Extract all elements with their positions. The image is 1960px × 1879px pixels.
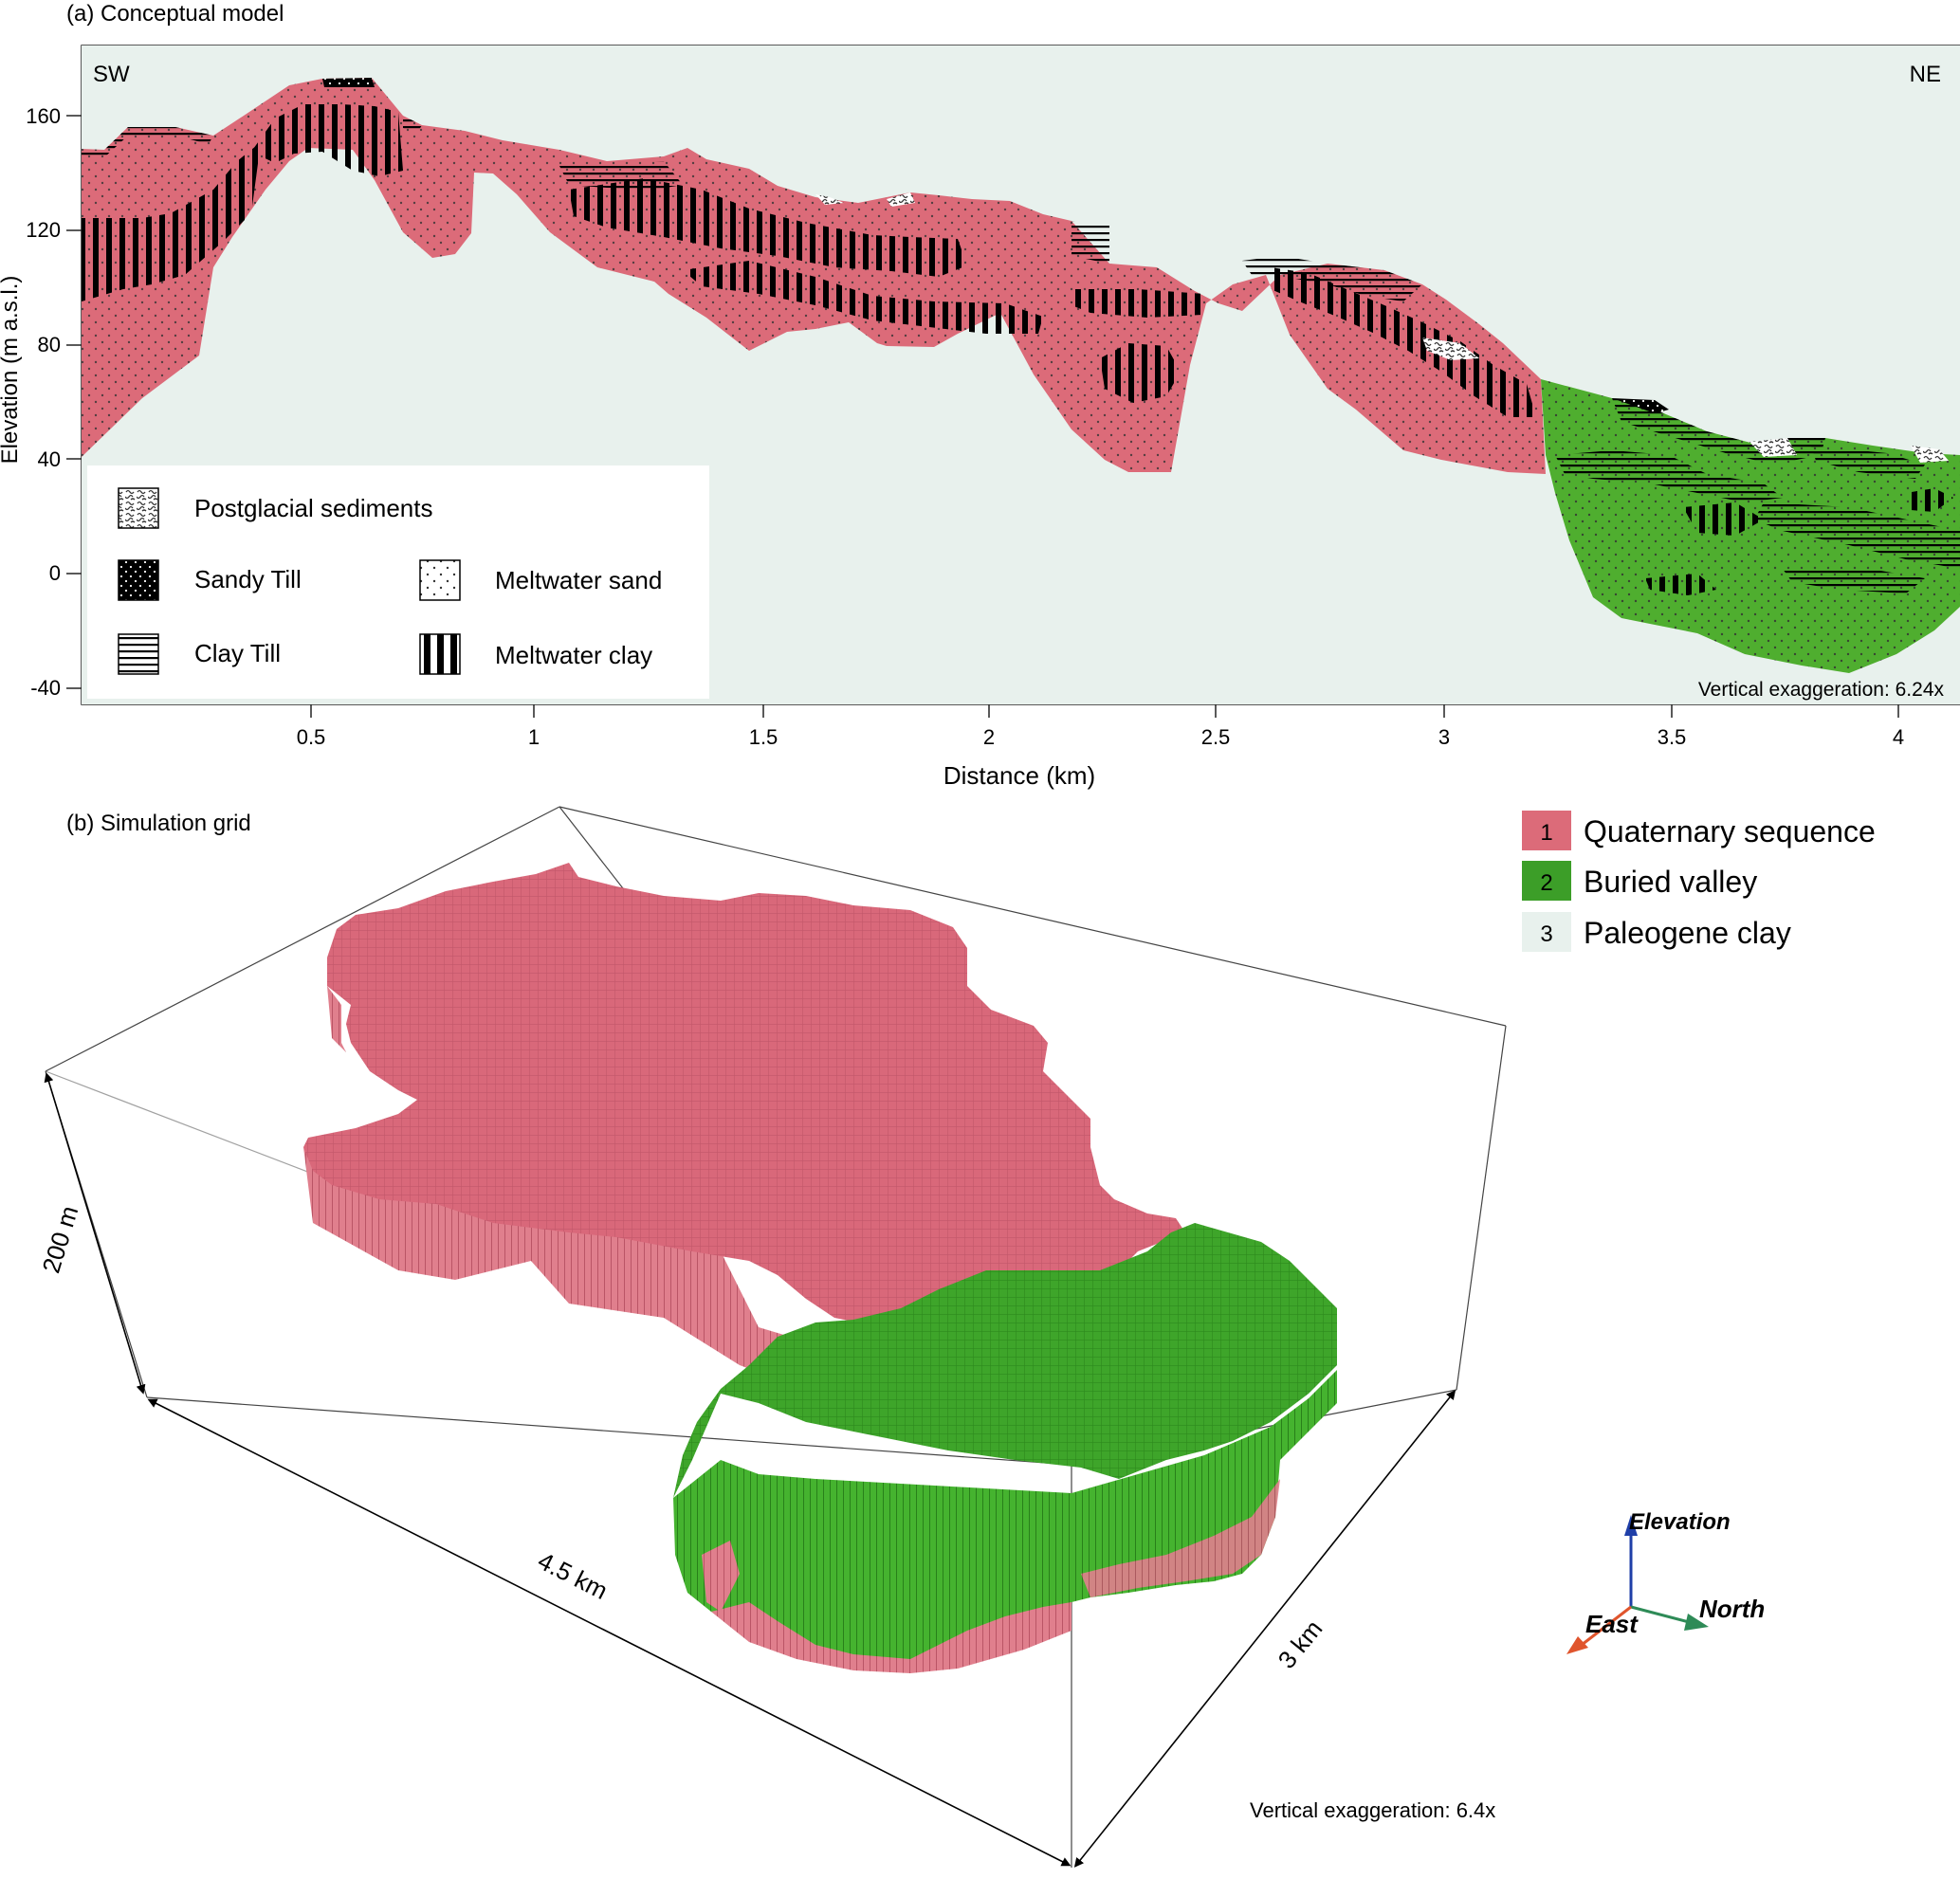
x-tick-label: 1.5 (749, 725, 779, 749)
postglacial-bodies (815, 192, 1949, 463)
panel-b-simulation-grid: (b) Simulation grid (36, 806, 1876, 1868)
sw-label: SW (93, 62, 130, 87)
legend-meltwater-clay: Meltwater clay (495, 641, 652, 669)
legend-quaternary-label: Quaternary sequence (1584, 814, 1876, 848)
legend-swatch-quaternary (1522, 811, 1571, 850)
elevation-axis-label: Elevation (1629, 1509, 1731, 1535)
y-tick-label: 0 (49, 561, 61, 585)
east-axis-label: East (1585, 1610, 1639, 1638)
legend-swatch-paleogene (1522, 912, 1571, 952)
x-axis-label: Distance (km) (943, 761, 1095, 790)
y-tick-label: -40 (30, 676, 61, 700)
legend-sandy-till: Sandy Till (194, 565, 302, 593)
sandy-till-swatch (118, 559, 159, 601)
meltwater-sand-swatch (419, 559, 461, 601)
exaggeration-label-b: Vertical exaggeration: 6.4x (1250, 1798, 1495, 1822)
elevation-arrow-icon (1624, 1515, 1638, 1536)
simulation-legend: 1 Quaternary sequence 2 Buried valley 3 … (1522, 811, 1876, 952)
x-tick-label: 3.5 (1658, 725, 1687, 749)
y-tick-label: 40 (38, 447, 61, 471)
x-tick-label: 3 (1438, 725, 1450, 749)
legend-buried-valley-label: Buried valley (1584, 865, 1757, 899)
x-tick-label: 4 (1893, 725, 1904, 749)
dimension-arrows (44, 1072, 1456, 1868)
length-arrow (147, 1398, 1072, 1867)
north-arrow-icon (1684, 1614, 1709, 1631)
x-tick-label: 2.5 (1201, 725, 1231, 749)
x-tick-label: 2 (983, 725, 995, 749)
exaggeration-label-a: Vertical exaggeration: 6.24x (1698, 679, 1945, 701)
orientation-axes: Elevation North East (1566, 1509, 1765, 1654)
height-dimension: 200 m (36, 1202, 83, 1276)
legend-postglacial: Postglacial sediments (194, 494, 432, 522)
legend-swatch-buried-valley (1522, 861, 1571, 901)
legend-num: 1 (1540, 820, 1552, 846)
panel-a-conceptual-model: (a) Conceptual model (0, 1, 1960, 790)
meltwater-clay-bodies (82, 104, 1953, 595)
ne-label: NE (1910, 62, 1941, 87)
legend-num: 2 (1540, 870, 1552, 896)
north-axis-label: North (1699, 1595, 1765, 1623)
y-tick-label: 120 (26, 218, 61, 242)
east-arrow-icon (1566, 1636, 1588, 1654)
width-dimension: 3 km (1273, 1614, 1328, 1674)
x-tick-label: 0.5 (297, 725, 326, 749)
x-tick-label: 1 (528, 725, 540, 749)
x-axis: 0.5 1 1.5 2 2.5 3 3.5 4 (297, 725, 1904, 749)
y-axis: 160 120 80 40 0 -40 (26, 104, 61, 700)
sandy-till-bodies (322, 78, 1669, 413)
panel-a-label: (a) Conceptual model (66, 1, 284, 27)
legend-meltwater-sand: Meltwater sand (495, 566, 662, 594)
legend-clay-till: Clay Till (194, 639, 281, 667)
width-arrow (1073, 1390, 1456, 1868)
legend-paleogene-label: Paleogene clay (1584, 916, 1791, 950)
lithology-legend: Postglacial sediments Sandy Till Clay Ti… (87, 465, 709, 699)
postglacial-swatch (118, 487, 159, 529)
legend-num: 3 (1540, 921, 1552, 947)
clay-till-swatch (118, 633, 159, 675)
quaternary-block-top (303, 863, 1185, 1327)
height-arrow (44, 1072, 146, 1395)
y-tick-label: 80 (38, 333, 61, 356)
y-tick-label: 160 (26, 104, 61, 128)
y-axis-label: Elevation (m a.s.l.) (0, 276, 23, 465)
panel-b-label: (b) Simulation grid (66, 811, 251, 836)
length-dimension: 4.5 km (534, 1546, 613, 1605)
